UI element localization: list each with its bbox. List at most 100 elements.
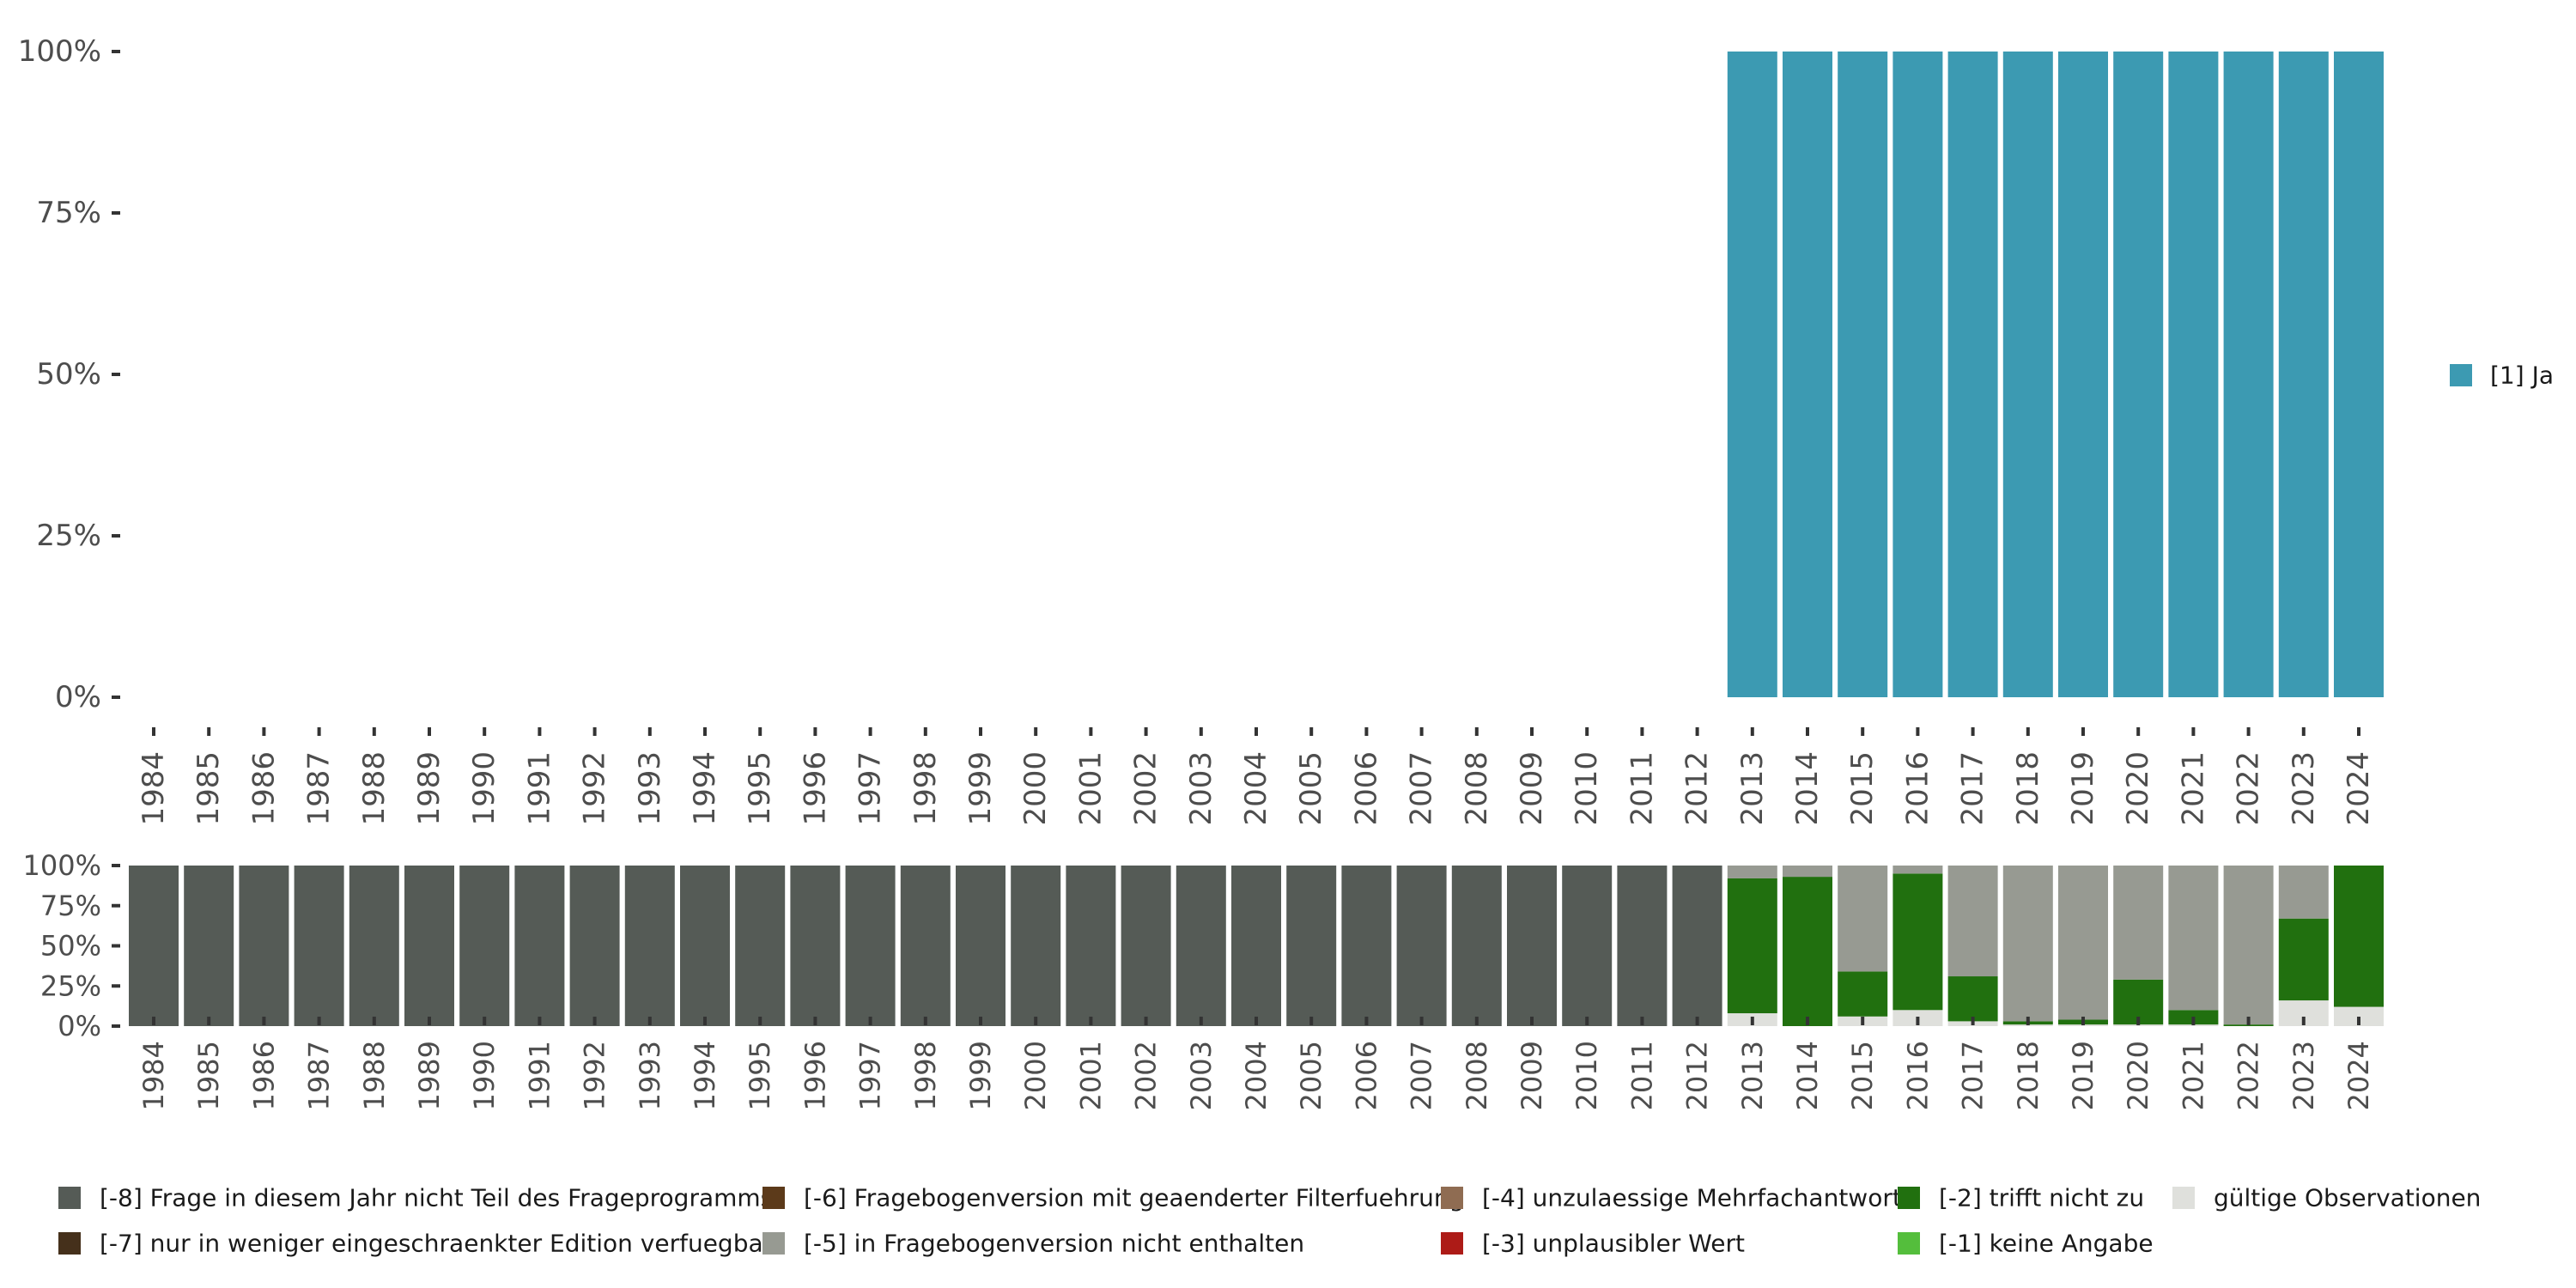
top-x-tick-label: 2011: [1625, 751, 1659, 826]
bottom-bar-2020-g-ltige-observationen: [2113, 1024, 2164, 1026]
bottom-bar-1988-8-frage-in-diesem-jahr-nicht-teil-des-frageprogramms: [349, 866, 399, 1026]
bottom-legend-label: [-3] unplausibler Wert: [1482, 1230, 1745, 1258]
top-x-tick-label: 2000: [1018, 751, 1053, 826]
top-x-tick-label: 2005: [1294, 751, 1328, 826]
bottom-bar-2019-5-in-fragebogenversion-nicht-enthalten: [2058, 866, 2108, 1020]
bottom-legend-label: [-4] unzulaessige Mehrfachantwort: [1482, 1184, 1902, 1212]
bottom-x-tick-label: 1985: [192, 1041, 225, 1110]
bottom-legend-label: [-1] keine Angabe: [1939, 1230, 2154, 1258]
bottom-x-tick-label: 2012: [1681, 1041, 1714, 1110]
bottom-bar-2023-2-trifft-nicht-zu: [2278, 918, 2329, 1001]
bottom-bar-2016-2-trifft-nicht-zu: [1893, 873, 1943, 1011]
top-y-tick-label: 100%: [18, 34, 101, 69]
top-x-tick-label: 2019: [2066, 751, 2100, 826]
bottom-bar-2018-g-ltige-observationen: [2002, 1024, 2053, 1026]
bottom-x-tick-label: 2004: [1240, 1041, 1273, 1110]
bottom-x-tick-label: 1993: [634, 1041, 666, 1110]
bottom-bar-2017-2-trifft-nicht-zu: [1947, 976, 1998, 1022]
bottom-x-tick-label: 2020: [2122, 1041, 2154, 1110]
top-bar-2018-1-ja: [2002, 52, 2053, 697]
bottom-bar-2000-8-frage-in-diesem-jahr-nicht-teil-des-frageprogramms: [1011, 866, 1061, 1026]
bottom-bar-1991-8-frage-in-diesem-jahr-nicht-teil-des-frageprogramms: [514, 866, 565, 1026]
top-legend-label: [1] Ja: [2490, 361, 2554, 390]
top-x-tick-label: 1991: [522, 751, 556, 826]
top-x-tick-label: 2024: [2342, 751, 2376, 826]
top-bar-2022-1-ja: [2223, 52, 2274, 697]
bottom-y-tick-label: 50%: [40, 930, 101, 963]
top-x-tick-label: 2016: [1900, 751, 1935, 826]
top-bar-2017-1-ja: [1947, 52, 1998, 697]
bottom-legend-key-3-unplausibler-wert: [1441, 1232, 1463, 1255]
bottom-bar-1992-8-frage-in-diesem-jahr-nicht-teil-des-frageprogramms: [569, 866, 620, 1026]
top-x-tick-label: 2008: [1460, 751, 1494, 826]
top-bar-2013-1-ja: [1727, 52, 1777, 697]
top-bar-2016-1-ja: [1893, 52, 1943, 697]
top-x-tick-label: 2002: [1129, 751, 1163, 826]
bottom-bar-2007-8-frage-in-diesem-jahr-nicht-teil-des-frageprogramms: [1396, 866, 1447, 1026]
top-bar-2019-1-ja: [2058, 52, 2108, 697]
bottom-legend-key-4-unzulaessige-mehrfachantwort: [1441, 1187, 1463, 1209]
bottom-x-tick-label: 2007: [1406, 1041, 1438, 1110]
bottom-x-tick-label: 1997: [854, 1041, 887, 1110]
bottom-bar-2008-8-frage-in-diesem-jahr-nicht-teil-des-frageprogramms: [1451, 866, 1502, 1026]
bottom-bars: [129, 866, 2384, 1026]
bottom-bar-1999-8-frage-in-diesem-jahr-nicht-teil-des-frageprogramms: [956, 866, 1005, 1026]
bottom-legend-key-g-ltige-observationen: [2172, 1187, 2195, 1209]
bottom-bar-2020-5-in-fragebogenversion-nicht-enthalten: [2113, 866, 2164, 980]
bottom-legend-key-6-fragebogenversion-mit-geaenderter-filterfuehrung: [762, 1187, 785, 1209]
bottom-x-tick-label: 2005: [1295, 1041, 1327, 1110]
top-x-tick-label: 2006: [1349, 751, 1383, 826]
bottom-bar-2013-5-in-fragebogenversion-nicht-enthalten: [1727, 866, 1777, 878]
bottom-x-tick-label: 2019: [2067, 1041, 2099, 1110]
top-x-axis: 1984 1985 1986 1987 1988 1989 1990 1991 1992 1993…: [137, 727, 2376, 826]
bottom-legend-key-1-keine-angabe: [1898, 1232, 1920, 1255]
bottom-x-tick-label: 2017: [1957, 1041, 1990, 1110]
top-y-tick-label: 50%: [36, 357, 101, 392]
top-x-tick-label: 2001: [1073, 751, 1108, 826]
bottom-bar-1998-8-frage-in-diesem-jahr-nicht-teil-des-frageprogramms: [900, 866, 951, 1026]
bottom-x-tick-label: 2009: [1516, 1041, 1548, 1110]
bottom-bar-2019-g-ltige-observationen: [2058, 1024, 2108, 1026]
bottom-legend-label: [-6] Fragebogenversion mit geaenderter F…: [804, 1184, 1464, 1212]
top-x-tick-label: 2018: [2011, 751, 2045, 826]
top-bars: [1727, 52, 2384, 697]
top-x-tick-label: 1998: [908, 751, 943, 826]
bottom-y-tick-label: 25%: [40, 969, 101, 1002]
bottom-bar-1997-8-frage-in-diesem-jahr-nicht-teil-des-frageprogramms: [845, 866, 896, 1026]
bottom-x-tick-label: 1994: [689, 1041, 721, 1110]
top-x-tick-label: 1990: [467, 751, 501, 826]
bottom-bar-1986-8-frage-in-diesem-jahr-nicht-teil-des-frageprogramms: [239, 866, 289, 1026]
top-bar-2020-1-ja: [2113, 52, 2164, 697]
bottom-legend-label: gültige Observationen: [2214, 1184, 2481, 1212]
top-x-tick-label: 1999: [963, 751, 998, 826]
top-x-tick-label: 2023: [2287, 751, 2321, 826]
bottom-x-tick-label: 1988: [358, 1041, 391, 1110]
bottom-bar-2001-8-frage-in-diesem-jahr-nicht-teil-des-frageprogramms: [1066, 866, 1116, 1026]
bottom-legend-label: [-8] Frage in diesem Jahr nicht Teil des…: [100, 1184, 773, 1212]
bottom-bar-2018-5-in-fragebogenversion-nicht-enthalten: [2002, 866, 2053, 1022]
bottom-y-tick-label: 0%: [58, 1010, 101, 1042]
bottom-bar-2021-g-ltige-observationen: [2168, 1024, 2219, 1026]
top-x-tick-label: 2012: [1680, 751, 1715, 826]
top-x-tick-label: 2014: [1790, 751, 1825, 826]
bottom-bar-2016-5-in-fragebogenversion-nicht-enthalten: [1893, 866, 1943, 874]
bottom-x-tick-label: 2002: [1130, 1041, 1163, 1110]
top-x-tick-label: 1985: [191, 751, 226, 826]
bottom-bar-1987-8-frage-in-diesem-jahr-nicht-teil-des-frageprogramms: [294, 866, 344, 1026]
bottom-x-tick-label: 1984: [137, 1041, 170, 1110]
top-x-tick-label: 1996: [798, 751, 832, 826]
bottom-x-tick-label: 1990: [468, 1041, 501, 1110]
bottom-x-tick-label: 1987: [303, 1041, 336, 1110]
bottom-x-tick-label: 1999: [964, 1041, 997, 1110]
bottom-bar-2014-2-trifft-nicht-zu: [1783, 877, 1832, 1026]
top-x-tick-label: 2020: [2121, 751, 2155, 826]
bottom-x-tick-label: 2006: [1350, 1041, 1382, 1110]
bottom-legend-label: [-5] in Fragebogenversion nicht enthalte…: [804, 1230, 1304, 1258]
bottom-bar-2021-5-in-fragebogenversion-nicht-enthalten: [2168, 866, 2219, 1011]
top-x-tick-label: 1995: [743, 751, 777, 826]
top-panel: 0% 25% 50% 75% 100% 1984 1985 1986 1987 1988 1989…: [18, 34, 2554, 826]
bottom-x-tick-label: 2023: [2287, 1041, 2320, 1110]
top-x-tick-label: 2009: [1515, 751, 1549, 826]
top-x-tick-label: 2004: [1239, 751, 1273, 826]
bottom-legend-key-5-in-fragebogenversion-nicht-enthalten: [762, 1232, 785, 1255]
